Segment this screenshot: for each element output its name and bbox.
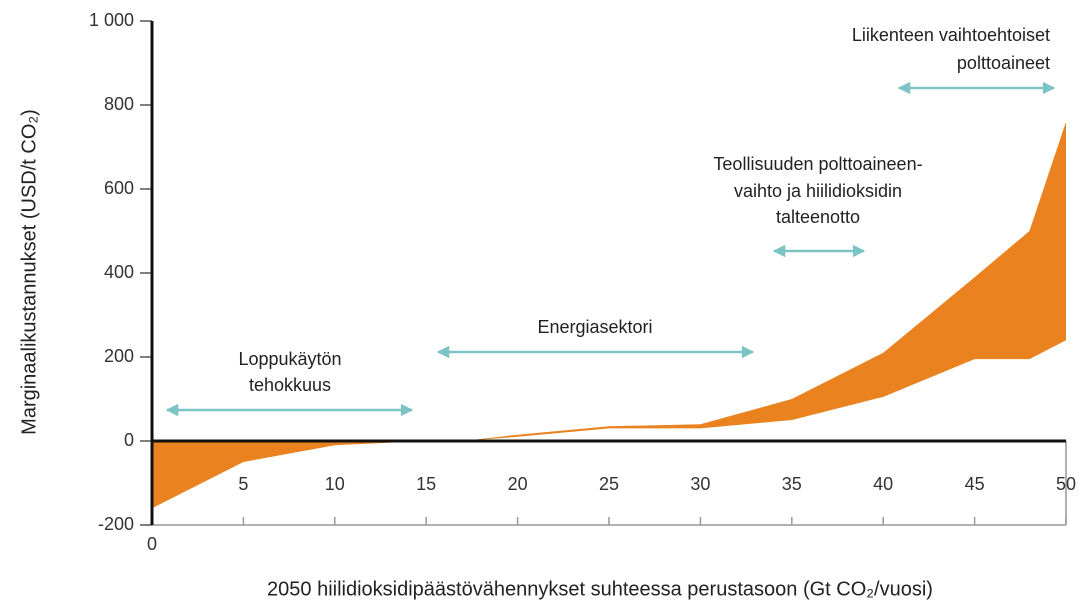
x-tick-label: 40 — [873, 474, 893, 494]
x-tick-label: 10 — [325, 474, 345, 494]
y-axis-label: Marginaalikustannukset (USD/t CO₂) — [18, 109, 40, 435]
annotation: vaihto ja hiilidioksidin — [734, 181, 902, 201]
x-tick-label: 5 — [238, 474, 248, 494]
y-tick-label: 1 000 — [89, 10, 134, 30]
x-tick-label: 35 — [782, 474, 802, 494]
annotation: polttoaineet — [957, 53, 1050, 73]
annotation: Energiasektori — [537, 317, 652, 337]
annotation: Loppukäytön — [238, 349, 341, 369]
x-tick-label: 20 — [508, 474, 528, 494]
y-tick-label: 0 — [124, 430, 134, 450]
annotation: tehokkuus — [249, 375, 331, 395]
y-tick-label: 600 — [104, 178, 134, 198]
x-tick-label: 45 — [965, 474, 985, 494]
annotation: talteenotto — [776, 207, 860, 227]
x-tick-label: 15 — [416, 474, 436, 494]
x-tick-label: 30 — [690, 474, 710, 494]
y-tick-label: 400 — [104, 262, 134, 282]
y-tick-label: 800 — [104, 94, 134, 114]
range-area — [152, 121, 1066, 509]
annotation: Teollisuuden polttoaineen- — [713, 154, 922, 174]
x-tick-label: 0 — [147, 534, 157, 554]
x-axis-label: 2050 hiilidioksidipäästövähennykset suht… — [267, 578, 933, 600]
annotation: Liikenteen vaihtoehtoiset — [852, 25, 1050, 45]
x-tick-label: 50 — [1056, 474, 1076, 494]
y-tick-label: 200 — [104, 346, 134, 366]
y-tick-label: -200 — [98, 514, 134, 534]
x-tick-label: 25 — [599, 474, 619, 494]
plot-area: -200 0 200 400 600 800 1 000 0 5 10 15 20 25 30 35 40 45… — [89, 10, 1076, 554]
